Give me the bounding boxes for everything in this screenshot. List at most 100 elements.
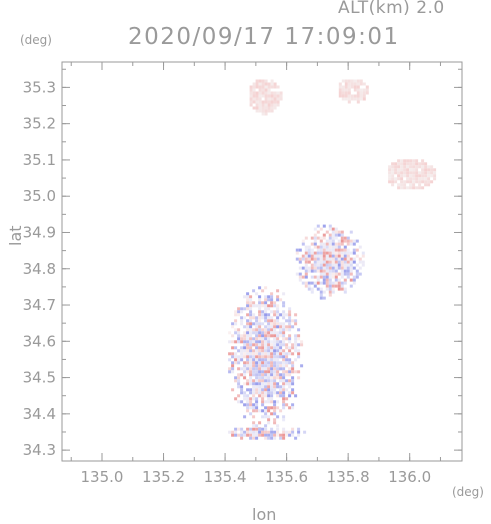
echo-cell (406, 171, 410, 175)
echo-cell (276, 370, 280, 374)
echo-cell (298, 257, 302, 261)
echo-cell (264, 106, 268, 110)
echo-cell (273, 367, 277, 371)
echo-cell (279, 409, 283, 413)
echo-cell (301, 281, 305, 285)
echo-cell (252, 94, 256, 98)
echo-cell (270, 361, 274, 365)
echo-cell (258, 103, 262, 107)
echo-cell (234, 397, 238, 401)
echo-cell (246, 382, 250, 386)
echo-cell (243, 403, 247, 407)
echo-cell (237, 394, 241, 398)
echo-cell (297, 427, 301, 431)
echo-cell (319, 236, 323, 240)
echo-cell (322, 224, 326, 228)
echo-cell (415, 177, 419, 181)
echo-cell (264, 379, 268, 383)
echo-cell (282, 415, 286, 419)
echo-cell (258, 361, 262, 365)
echo-cell (430, 180, 434, 184)
echo-cell (347, 88, 351, 92)
echo-cell (237, 373, 241, 377)
echo-cell (282, 394, 286, 398)
echo-cell (288, 322, 292, 326)
echo-cell (343, 239, 347, 243)
echo-cell (255, 382, 259, 386)
echo-cell (322, 251, 326, 255)
echo-cell (258, 394, 262, 398)
echo-cell (273, 346, 277, 350)
echo-cell (252, 106, 256, 110)
echo-cell (267, 367, 271, 371)
echo-cell (258, 346, 262, 350)
echo-cell (270, 94, 274, 98)
echo-cell (291, 382, 295, 386)
echo-cell (231, 346, 235, 350)
echo-cell (400, 186, 404, 190)
echo-cell (288, 379, 292, 383)
echo-cell (424, 177, 428, 181)
echo-cell (349, 239, 353, 243)
echo-cell (391, 183, 395, 187)
echo-cell (424, 180, 428, 184)
echo-cell (295, 272, 299, 276)
echo-cell (255, 388, 259, 392)
echo-cell (343, 236, 347, 240)
echo-cell (403, 165, 407, 169)
echo-cell (322, 245, 326, 249)
echo-cell (258, 328, 262, 332)
echo-cell (337, 263, 341, 267)
echo-cell (249, 433, 253, 437)
x-tick-label: 135.6 (265, 468, 308, 486)
echo-cell (255, 370, 259, 374)
echo-cell (297, 328, 301, 332)
echo-cell (234, 313, 238, 317)
echo-cell (403, 186, 407, 190)
echo-cell (291, 376, 295, 380)
echo-cell (316, 254, 320, 258)
echo-cell (418, 186, 422, 190)
echo-cell (234, 361, 238, 365)
echo-cell (394, 177, 398, 181)
echo-cell (243, 307, 247, 311)
echo-cell (276, 406, 280, 410)
echo-cell (270, 79, 274, 83)
echo-cell (294, 319, 298, 323)
echo-cell (356, 88, 360, 92)
echo-cell (307, 269, 311, 273)
echo-cell (252, 343, 256, 347)
x-axis-unit: (deg) (452, 485, 484, 499)
echo-cell (279, 379, 283, 383)
echo-cell (334, 233, 338, 237)
echo-cell (264, 85, 268, 89)
echo-cell (261, 91, 265, 95)
echo-cell (249, 298, 253, 302)
echo-cell (340, 239, 344, 243)
echo-cell (267, 328, 271, 332)
echo-cell (288, 430, 292, 434)
echo-cell (246, 295, 250, 299)
echo-cell (267, 319, 271, 323)
echo-cell (282, 397, 286, 401)
echo-cell (258, 325, 262, 329)
echo-cell (291, 379, 295, 383)
echo-cell (234, 352, 238, 356)
echo-cell (304, 254, 308, 258)
echo-cell (361, 263, 365, 267)
echo-cell (249, 337, 253, 341)
echo-cell (313, 260, 317, 264)
echo-cell (261, 382, 265, 386)
echo-cell (261, 316, 265, 320)
echo-cell (252, 379, 256, 383)
echo-cell (313, 269, 317, 273)
echo-cell (340, 254, 344, 258)
echo-cell (291, 370, 295, 374)
echo-cell (234, 331, 238, 335)
echo-cell (240, 430, 244, 434)
echo-cell (246, 364, 250, 368)
echo-cell (359, 94, 363, 98)
echo-cell (249, 325, 253, 329)
echo-cell (276, 367, 280, 371)
y-tick-label: 34.7 (23, 296, 56, 314)
